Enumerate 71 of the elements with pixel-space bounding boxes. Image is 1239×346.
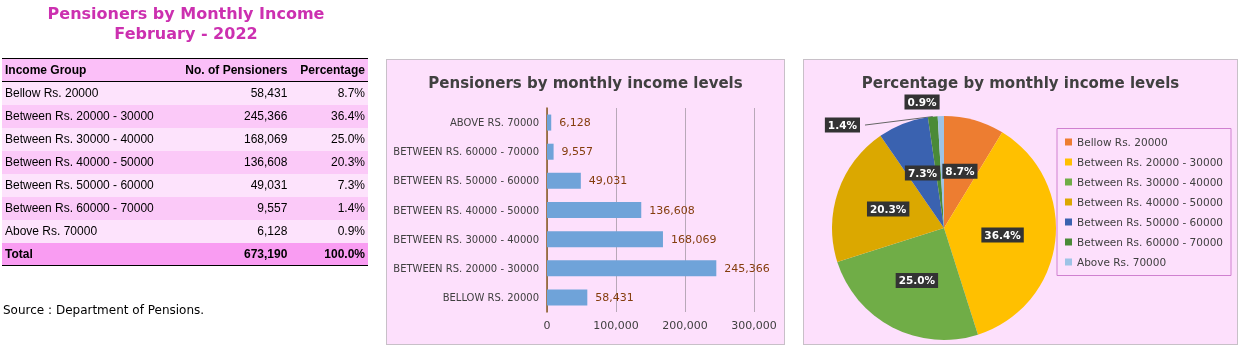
legend-label: Bellow Rs. 20000: [1077, 136, 1168, 148]
text: 673,190: [171, 242, 291, 266]
text: No. of Pensioners: [171, 58, 291, 82]
y-tick-label: ABOVE RS. 70000: [449, 117, 539, 129]
data-label: 6,128: [559, 116, 591, 130]
legend-label: Between Rs. 40000 - 50000: [1077, 196, 1224, 208]
bar: [547, 231, 663, 248]
data-label: 8.7%: [945, 165, 975, 178]
legend-label: Between Rs. 20000 - 30000: [1077, 156, 1224, 168]
text: 8.7%: [290, 81, 368, 105]
y-tick-label: BETWEEN RS. 60000 - 70000: [393, 146, 539, 158]
data-label: 36.4%: [984, 229, 1022, 242]
legend-label: Above Rs. 70000: [1077, 256, 1167, 268]
source-note: Source : Department of Pensions.: [3, 303, 205, 317]
category-label: Between Rs. 40000 - 50000: [2, 150, 172, 174]
category-label: Between Rs. 60000 - 70000: [2, 196, 172, 220]
bar: [547, 260, 717, 277]
data-label: 0.9%: [907, 96, 938, 109]
text: 25.0%: [290, 127, 368, 151]
data-label: 49,031: [588, 174, 628, 188]
text: Percentage: [290, 58, 368, 82]
chart-title: Pensioners by monthly income levels: [428, 73, 743, 92]
text: 49,031: [171, 173, 291, 197]
y-tick-label: BETWEEN RS. 50000 - 60000: [393, 175, 539, 187]
category-label: Bellow Rs. 20000: [2, 81, 172, 105]
bar: [547, 143, 554, 160]
x-tick-label: 100,000: [593, 319, 639, 332]
legend-label: Between Rs. 60000 - 70000: [1077, 236, 1224, 248]
text: 168,069: [171, 127, 291, 151]
text: 6,128: [171, 219, 291, 243]
category-label: Between Rs. 30000 - 40000: [2, 127, 172, 151]
data-label: 58,431: [595, 290, 634, 304]
data-label: 136,608: [649, 203, 695, 217]
data-label: 25.0%: [898, 274, 936, 287]
data-label: 9,557: [561, 145, 594, 159]
text: Pensioners by Monthly Income: [46, 4, 326, 23]
x-tick-label: 0: [543, 319, 551, 332]
text: 7.3%: [290, 173, 368, 197]
y-tick-label: BETWEEN RS. 30000 - 40000: [393, 233, 539, 245]
category-label: Between Rs. 50000 - 60000: [2, 173, 172, 197]
text: 0.9%: [290, 219, 368, 243]
text: 136,608: [171, 150, 291, 174]
bar: [547, 114, 552, 131]
bar: [547, 172, 581, 189]
bar: [547, 289, 588, 306]
text: 36.4%: [290, 104, 368, 128]
data-label: 20.3%: [869, 202, 907, 215]
x-tick-label: 200,000: [662, 319, 708, 332]
category-label: Between Rs. 20000 - 30000: [2, 104, 172, 128]
text: Total: [2, 242, 172, 266]
text: Income Group: [2, 58, 172, 82]
x-tick-label: 300,000: [731, 319, 777, 332]
data-label: 1.4%: [827, 119, 858, 132]
y-tick-label: BELLOW RS. 20000: [442, 291, 539, 303]
legend-label: Between Rs. 30000 - 40000: [1077, 176, 1224, 188]
text: 100.0%: [290, 242, 368, 266]
text: 58,431: [171, 81, 291, 105]
bar: [547, 201, 642, 219]
text: 1.4%: [290, 196, 368, 220]
y-tick-label: BETWEEN RS. 40000 - 50000: [393, 204, 539, 216]
data-label: 168,069: [670, 232, 717, 246]
chart-title: Percentage by monthly income levels: [861, 73, 1180, 92]
data-label: 245,366: [724, 261, 770, 275]
text: 245,366: [171, 104, 291, 128]
text: 9,557: [171, 196, 291, 220]
text: February - 2022: [113, 24, 259, 43]
text: 20.3%: [290, 150, 368, 174]
category-label: Above Rs. 70000: [2, 219, 172, 243]
data-label: 7.3%: [907, 167, 938, 180]
legend-label: Between Rs. 50000 - 60000: [1077, 216, 1224, 228]
y-tick-label: BETWEEN RS. 20000 - 30000: [393, 262, 539, 274]
